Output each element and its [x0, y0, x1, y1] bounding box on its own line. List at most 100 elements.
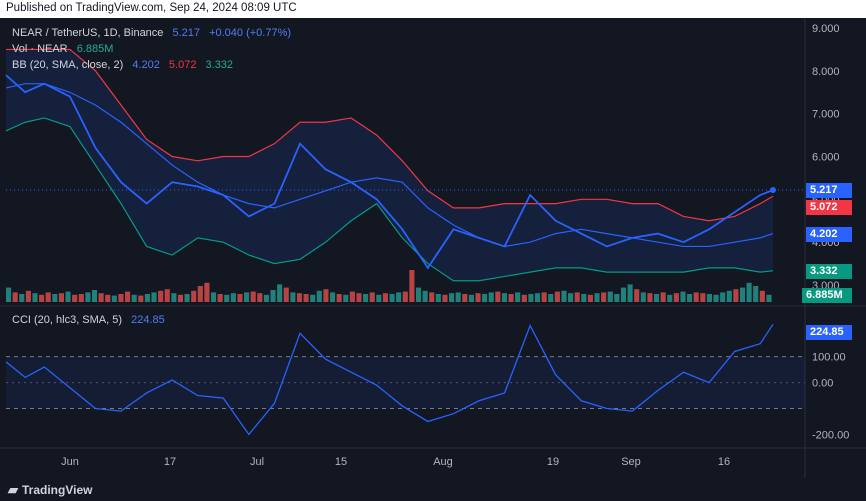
band-fill: [6, 49, 773, 281]
time-axis-tick: Jun: [61, 456, 79, 468]
volume-bar: [257, 293, 263, 302]
price-axis-tick: 8.000: [812, 66, 840, 78]
volume-bar: [118, 294, 124, 302]
tradingview-logo[interactable]: ▰ TradingView: [8, 482, 92, 498]
volume-bar: [409, 270, 415, 302]
published-banner: Published on TradingView.com, Sep 24, 20…: [0, 0, 866, 18]
volume-bar: [244, 292, 250, 302]
volume-legend[interactable]: Vol · NEAR 6.885M: [12, 43, 113, 55]
bb-basis-line: [5, 83, 774, 248]
volume-bar: [270, 290, 276, 302]
volume-bar: [462, 294, 468, 302]
volume-bar: [204, 282, 210, 302]
volume-bar: [574, 292, 580, 302]
volume-bar: [45, 292, 51, 302]
time-axis-tick: 16: [718, 456, 730, 468]
volume-bar: [548, 294, 554, 302]
footer: ▰ TradingView: [0, 479, 866, 501]
last-price-dot: [770, 187, 776, 194]
volume-bar: [277, 284, 283, 302]
volume-bar: [554, 291, 560, 302]
volume-bar: [528, 294, 534, 302]
price-axis-tick: 9.000: [812, 23, 840, 35]
volume-bar: [310, 294, 316, 302]
price-axis-tick: 6.000: [812, 152, 840, 164]
volume-bar: [111, 295, 117, 302]
volume-bar: [144, 294, 150, 302]
time-axis-tick: Sep: [621, 456, 641, 468]
bb-label: BB (20, SMA, close, 2): [12, 59, 124, 71]
volume-bar: [422, 290, 428, 302]
bb-mid-value: 4.202: [132, 59, 160, 71]
volume-bar: [329, 292, 336, 302]
volume-value: 6.885M: [76, 43, 114, 55]
time-axis[interactable]: Jun 17 Jul 15 Aug 19 Sep 16: [61, 456, 730, 468]
volume-bar: [733, 289, 739, 302]
published-text: Published on TradingView.com, Sep 24, 20…: [6, 2, 297, 14]
volume-bar: [759, 290, 765, 302]
volume-bar: [495, 291, 501, 302]
volume-bar: [442, 294, 448, 302]
cci-pane: [5, 323, 805, 436]
volume-bar: [627, 284, 633, 302]
volume-bar: [475, 293, 481, 302]
volume-bar: [501, 293, 508, 302]
volume-bar: [85, 292, 91, 302]
volume-bar: [620, 287, 627, 302]
last-price: 5.217: [172, 27, 201, 39]
volume-bar: [687, 294, 693, 302]
bb-upper-value: 5.072: [168, 59, 197, 71]
volume-bar: [72, 294, 78, 302]
volume-bar: [680, 291, 686, 302]
volume-bar: [343, 294, 349, 302]
volume-bar: [568, 293, 574, 302]
price-axis-tick: 7.000: [812, 109, 840, 121]
volume-bar: [177, 294, 184, 302]
cci-axis-tick: -200.00: [812, 429, 849, 441]
cci-line: [5, 323, 774, 436]
volume-bar: [700, 293, 706, 302]
volume-bar: [660, 292, 666, 302]
time-axis-tick: 17: [164, 456, 176, 468]
volume-bar: [323, 289, 329, 302]
volume-bar: [263, 294, 269, 302]
volume-bar: [105, 294, 111, 302]
volume-bar: [482, 294, 488, 302]
time-axis-tick: 19: [547, 456, 559, 468]
time-axis-tick: 15: [335, 456, 347, 468]
volume-bar: [78, 294, 84, 302]
volume-bar: [614, 294, 620, 302]
volume-bar: [753, 286, 759, 302]
volume-bar: [739, 287, 746, 302]
bb-legend[interactable]: BB (20, SMA, close, 2) 4.202 5.072 3.332: [12, 59, 233, 71]
volume-bar: [138, 295, 144, 302]
volume-bar: [296, 293, 303, 302]
volume-bar: [488, 292, 494, 302]
volume-bar: [435, 294, 441, 302]
volume-bar: [746, 282, 752, 302]
volume-bar: [455, 292, 461, 302]
volume-bar: [594, 293, 600, 302]
volume-bars: [6, 270, 772, 302]
bollinger-bands: [5, 48, 774, 282]
volume-bar: [508, 294, 514, 302]
volume-bar: [217, 294, 223, 302]
volume-bar: [693, 292, 699, 302]
volume-bar: [349, 291, 355, 302]
volume-bar: [389, 294, 395, 302]
tv-logo-icon: ▰: [8, 482, 18, 497]
price-tag-volume: 6.885M: [802, 288, 852, 303]
price-series-line: [5, 74, 774, 270]
volume-bar: [521, 294, 527, 302]
bb-upper-line: [6, 48, 774, 222]
volume-bar: [12, 292, 18, 302]
volume-bar: [19, 294, 25, 302]
cci-legend[interactable]: CCI (20, hlc3, SMA, 5) 224.85: [12, 314, 165, 326]
volume-bar: [429, 292, 435, 302]
volume-bar: [25, 290, 31, 302]
symbol-legend[interactable]: NEAR / TetherUS, 1D, Binance 5.217 +0.04…: [12, 27, 291, 39]
volume-bar: [356, 293, 362, 302]
volume-bar: [534, 293, 541, 302]
volume-bar: [290, 292, 296, 302]
